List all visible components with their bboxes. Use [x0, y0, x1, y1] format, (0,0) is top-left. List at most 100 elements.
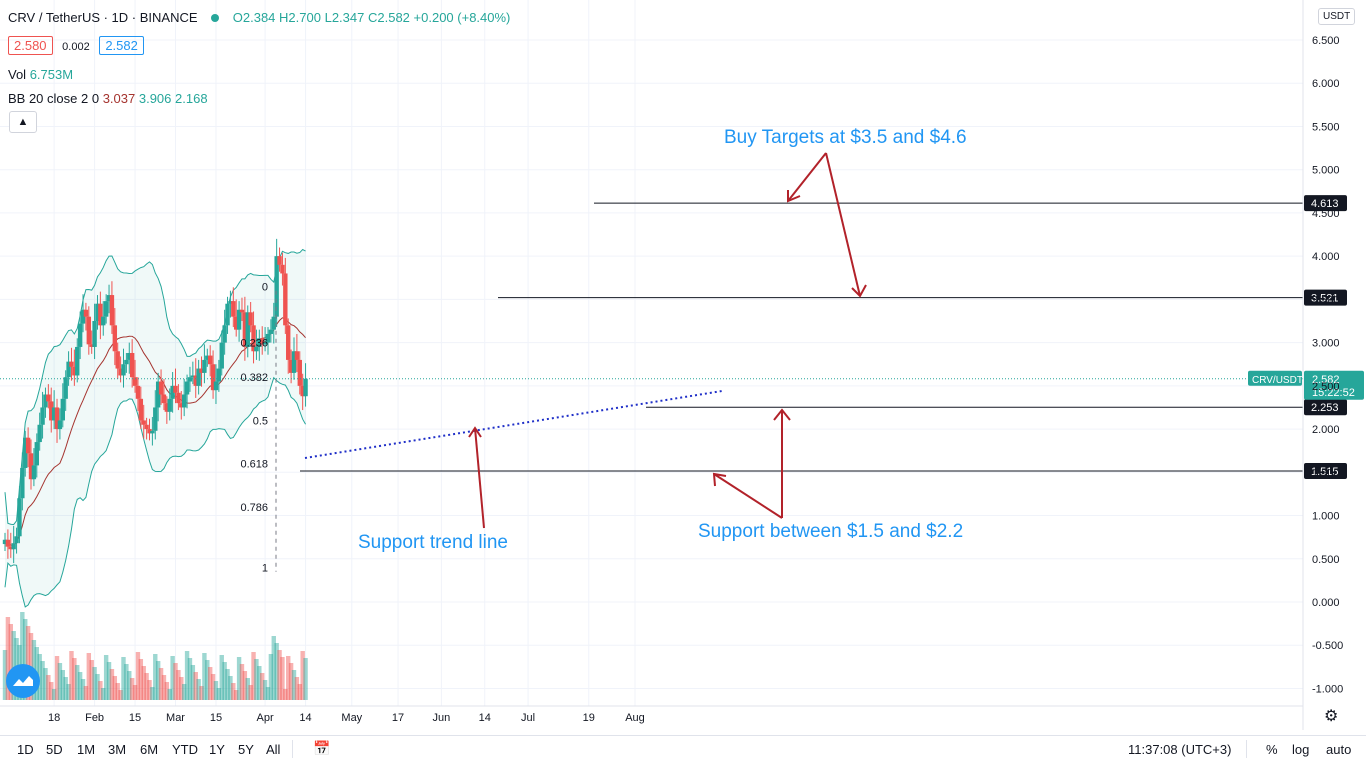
candle-body — [303, 378, 308, 397]
volume-bar — [228, 676, 233, 700]
timeframe-1d[interactable]: 1D — [17, 742, 34, 757]
volume-bar — [251, 652, 256, 700]
volume-bar — [115, 683, 120, 700]
gear-icon[interactable]: ⚙ — [1324, 708, 1339, 725]
percent-toggle[interactable]: % — [1266, 742, 1278, 757]
volume-bar — [20, 612, 25, 700]
volume-bar — [207, 667, 213, 700]
candle-body — [124, 359, 129, 365]
buy-target-arrowhead-b — [851, 284, 867, 298]
timeframe-5y[interactable]: 5Y — [238, 742, 254, 757]
candle-body — [49, 401, 54, 421]
candle-body — [135, 385, 141, 399]
candle-body — [138, 398, 144, 421]
candle-body — [236, 309, 242, 330]
timeframe-all[interactable]: All — [266, 742, 281, 757]
volume-bar — [193, 672, 198, 700]
candle-body — [106, 295, 112, 302]
volume-bar — [51, 689, 57, 700]
timeframe-3m[interactable]: 3M — [108, 742, 127, 757]
bb-upper-value: 3.906 — [138, 91, 172, 106]
date-range-icon[interactable]: 📅 — [313, 740, 331, 756]
volume-bar — [150, 687, 155, 700]
volume-bar — [268, 654, 274, 700]
candle-body — [297, 359, 302, 386]
volume-bar — [205, 660, 210, 700]
bar-countdown-text: 15:22:52 — [1312, 387, 1355, 399]
symbol-title[interactable]: CRV / TetherUS · 1D · BINANCE — [8, 10, 198, 25]
volume-bar — [103, 655, 109, 700]
price-tick-label: -1.000 — [1312, 683, 1343, 695]
timeframe-ytd[interactable]: YTD — [172, 742, 198, 757]
annotations-layer: 0 0.236 0.382 0.5 0.618 0.786 1 Buy Targets at … — [240, 127, 966, 574]
candle-body — [291, 351, 297, 373]
volume-bar — [158, 668, 164, 700]
log-toggle[interactable]: log — [1292, 742, 1310, 757]
bb-lower-value: 2.168 — [175, 91, 208, 106]
level-price-text: 1.515 — [1311, 466, 1339, 478]
candle-body — [155, 381, 161, 408]
volume-bar — [213, 681, 219, 700]
candle-body — [17, 498, 22, 537]
volume-bar — [144, 673, 149, 700]
pair-tag — [1248, 370, 1302, 386]
volume-bar — [80, 679, 86, 700]
candle-body — [75, 346, 80, 376]
buy-targets-annotation: Buy Targets at $3.5 and $4.6 — [724, 127, 967, 148]
collapse-legend-button[interactable]: ▲ — [9, 111, 37, 133]
support-trend-arrow-shaft — [474, 427, 485, 529]
volume-bar — [155, 661, 161, 700]
price-tick-label: 6.000 — [1312, 78, 1340, 90]
bb-legend[interactable]: BB 20 close 2 0 3.037 3.906 2.168 — [8, 91, 208, 106]
candle-body — [8, 546, 13, 550]
timeframe-1y[interactable]: 1Y — [209, 742, 225, 757]
volume-bar — [231, 683, 236, 700]
support-trend-annotation: Support trend line — [358, 532, 508, 553]
candle-body — [83, 309, 89, 317]
candle-body — [219, 342, 224, 369]
timeframe-6m[interactable]: 6M — [140, 742, 159, 757]
sell-price-button[interactable]: 2.580 — [8, 36, 53, 55]
time-tick-label: Aug — [625, 712, 645, 724]
candle-body — [40, 407, 45, 425]
volume-bar — [179, 677, 184, 700]
volume-bar — [219, 655, 224, 700]
current-price-tag — [1304, 370, 1364, 400]
time-tick-label: 14 — [299, 712, 311, 724]
fib-level-label: 0.618 — [240, 459, 268, 471]
volume-bar — [86, 653, 92, 700]
volume-bar — [190, 665, 196, 700]
candle-body — [25, 437, 31, 454]
candle-body — [181, 394, 187, 408]
candle-body — [150, 430, 155, 434]
candle-body — [132, 377, 138, 386]
volume-bar — [257, 666, 262, 700]
timeframe-5d[interactable]: 5D — [46, 742, 63, 757]
clock[interactable]: 11:37:08 (UTC+3) — [1128, 742, 1232, 757]
candle-body — [234, 316, 239, 330]
tradingview-logo[interactable] — [6, 664, 40, 698]
timeframe-1m[interactable]: 1M — [77, 742, 96, 757]
currency-badge[interactable]: USDT — [1318, 8, 1356, 25]
volume-bar — [109, 669, 115, 700]
candle-body — [184, 381, 190, 395]
volume-bar — [167, 689, 172, 700]
volume-bar — [89, 660, 94, 700]
candle-body — [225, 303, 230, 326]
level-price-text: 2.253 — [1311, 402, 1339, 414]
volume-bar — [23, 619, 28, 700]
volume-bar — [239, 664, 245, 700]
buy-price-button[interactable]: 2.582 — [99, 36, 144, 55]
volume-bars — [2, 612, 308, 700]
candle-body — [127, 352, 132, 360]
volume-bar — [254, 659, 259, 700]
candle-body — [300, 385, 305, 397]
candle-body — [248, 312, 253, 326]
volume-bar — [303, 658, 308, 700]
volume-legend[interactable]: Vol 6.753M — [8, 67, 73, 82]
volume-bar — [196, 679, 201, 700]
auto-toggle[interactable]: auto — [1326, 742, 1352, 757]
candle-body — [46, 394, 51, 402]
candle-body — [202, 359, 207, 373]
